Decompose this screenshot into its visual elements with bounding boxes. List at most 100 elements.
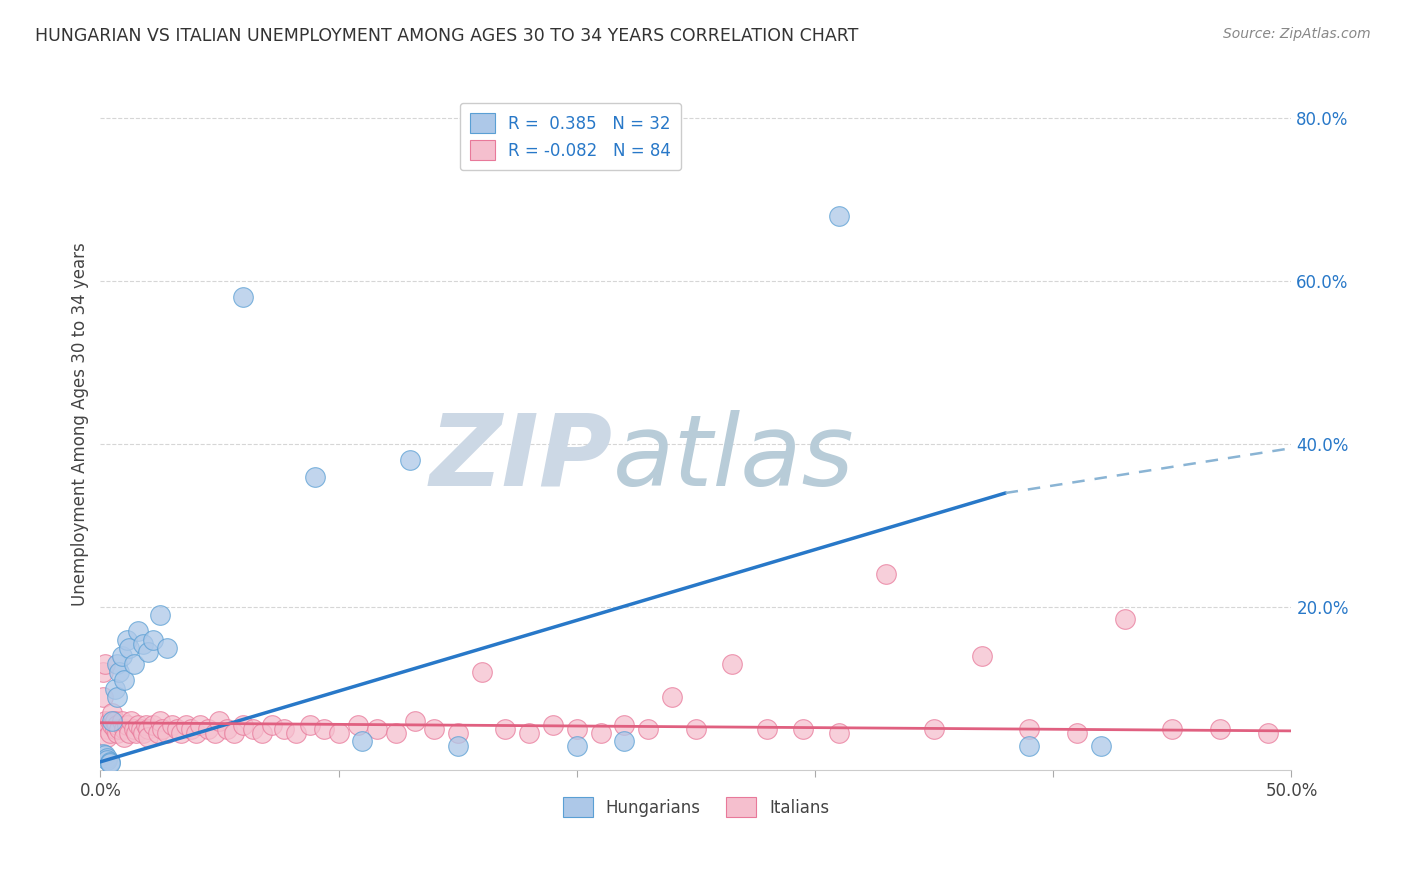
Point — [384, 726, 406, 740]
Point — [1018, 739, 1040, 753]
Point — [541, 718, 564, 732]
Point — [242, 723, 264, 737]
Point — [122, 657, 145, 671]
Point — [970, 648, 993, 663]
Point — [108, 665, 131, 680]
Point — [298, 718, 321, 732]
Point — [160, 718, 183, 732]
Point — [149, 714, 172, 728]
Point — [111, 648, 134, 663]
Point — [142, 632, 165, 647]
Point — [922, 723, 945, 737]
Point — [136, 645, 159, 659]
Point — [118, 726, 141, 740]
Point — [96, 723, 118, 737]
Point — [135, 718, 157, 732]
Point — [260, 718, 283, 732]
Text: atlas: atlas — [613, 409, 855, 507]
Point — [115, 718, 138, 732]
Point — [252, 726, 274, 740]
Point — [204, 726, 226, 740]
Point — [222, 726, 245, 740]
Point — [208, 714, 231, 728]
Point — [613, 734, 636, 748]
Point — [132, 726, 155, 740]
Point — [1090, 739, 1112, 753]
Text: ZIP: ZIP — [429, 409, 613, 507]
Legend: Hungarians, Italians: Hungarians, Italians — [555, 790, 837, 824]
Point — [404, 714, 426, 728]
Text: HUNGARIAN VS ITALIAN UNEMPLOYMENT AMONG AGES 30 TO 34 YEARS CORRELATION CHART: HUNGARIAN VS ITALIAN UNEMPLOYMENT AMONG … — [35, 27, 859, 45]
Point — [129, 723, 152, 737]
Point — [96, 731, 118, 745]
Point — [637, 723, 659, 737]
Point — [304, 469, 326, 483]
Point — [91, 747, 114, 761]
Point — [215, 723, 238, 737]
Point — [170, 726, 193, 740]
Point — [494, 723, 516, 737]
Point — [125, 726, 148, 740]
Point — [184, 726, 207, 740]
Y-axis label: Unemployment Among Ages 30 to 34 years: Unemployment Among Ages 30 to 34 years — [72, 242, 89, 606]
Point — [447, 739, 470, 753]
Point — [828, 726, 851, 740]
Point — [94, 748, 117, 763]
Point — [146, 726, 169, 740]
Point — [423, 723, 446, 737]
Point — [132, 637, 155, 651]
Point — [104, 714, 127, 728]
Point — [115, 632, 138, 647]
Point — [1114, 612, 1136, 626]
Point — [352, 734, 374, 748]
Point — [94, 657, 117, 671]
Point — [589, 726, 612, 740]
Point — [1161, 723, 1184, 737]
Point — [661, 690, 683, 704]
Point — [136, 731, 159, 745]
Point — [101, 714, 124, 728]
Point — [613, 718, 636, 732]
Point — [1066, 726, 1088, 740]
Point — [720, 657, 742, 671]
Point — [105, 726, 128, 740]
Point — [101, 706, 124, 720]
Point — [174, 718, 197, 732]
Point — [197, 723, 219, 737]
Point — [190, 718, 212, 732]
Point — [98, 726, 121, 740]
Point — [1257, 726, 1279, 740]
Point — [517, 726, 540, 740]
Point — [105, 690, 128, 704]
Point — [314, 723, 336, 737]
Point — [105, 718, 128, 732]
Point — [565, 739, 588, 753]
Point — [111, 714, 134, 728]
Point — [156, 640, 179, 655]
Point — [565, 723, 588, 737]
Point — [91, 690, 114, 704]
Point — [792, 723, 814, 737]
Point — [447, 726, 470, 740]
Point — [1209, 723, 1232, 737]
Point — [105, 657, 128, 671]
Point — [112, 731, 135, 745]
Point — [112, 723, 135, 737]
Point — [104, 681, 127, 696]
Point — [150, 723, 173, 737]
Point — [685, 723, 707, 737]
Point — [136, 723, 159, 737]
Point — [1018, 723, 1040, 737]
Point — [399, 453, 422, 467]
Point — [156, 726, 179, 740]
Text: Source: ZipAtlas.com: Source: ZipAtlas.com — [1223, 27, 1371, 41]
Point — [232, 718, 254, 732]
Point — [149, 608, 172, 623]
Point — [112, 673, 135, 688]
Point — [142, 718, 165, 732]
Point — [120, 714, 142, 728]
Point — [98, 755, 121, 769]
Point — [127, 624, 149, 639]
Point — [346, 718, 368, 732]
Point — [94, 714, 117, 728]
